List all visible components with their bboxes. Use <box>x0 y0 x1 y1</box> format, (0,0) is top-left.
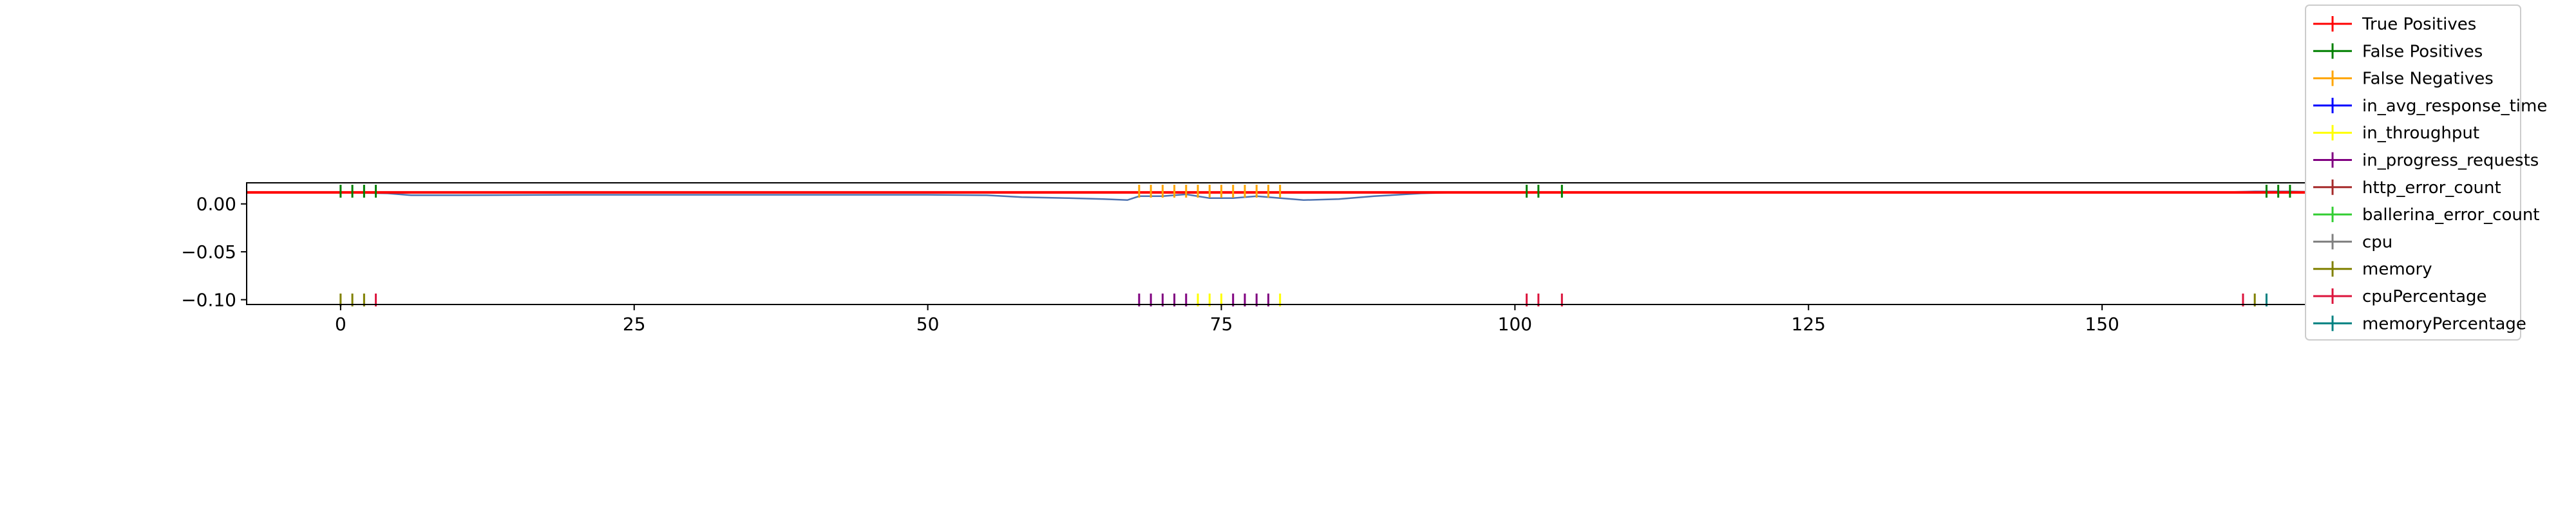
plot-frame <box>246 182 2396 305</box>
legend-label-in-avg-response-time: in_avg_response_time <box>2362 97 2547 116</box>
legend-label-cpupercentage: cpuPercentage <box>2362 287 2487 306</box>
x-tick-label: 150 <box>2085 314 2119 335</box>
legend-label-memory: memory <box>2362 260 2432 279</box>
plot-area <box>247 185 2396 306</box>
y-tick-label: −0.10 <box>181 290 236 311</box>
axes: 0 25 50 75 100 125 150 0.00 −0.05 −0.10 <box>181 182 2396 335</box>
legend: True Positives False Positives False Negat… <box>2305 5 2547 341</box>
legend-label-ballerina-error-count: ballerina_error_count <box>2362 205 2540 225</box>
legend-label-http-error-count: http_error_count <box>2362 178 2501 198</box>
legend-label-in-throughput: in_throughput <box>2362 124 2479 143</box>
legend-frame <box>2305 5 2521 341</box>
x-tick-label: 125 <box>1792 314 1826 335</box>
legend-label-memorypercentage: memoryPercentage <box>2362 314 2526 333</box>
x-tick-label: 75 <box>1210 314 1233 335</box>
y-tick-label: −0.05 <box>181 241 236 263</box>
legend-label-true-positives: True Positives <box>2362 15 2476 34</box>
x-tick-label: 100 <box>1498 314 1532 335</box>
x-tick-label: 50 <box>916 314 940 335</box>
x-tick-label: 25 <box>623 314 646 335</box>
legend-label-cpu: cpu <box>2362 232 2392 252</box>
legend-label-false-negatives: False Negatives <box>2362 70 2494 89</box>
y-tick-label: 0.00 <box>196 194 236 215</box>
legend-label-false-positives: False Positives <box>2362 42 2483 61</box>
legend-label-in-progress-requests: in_progress_requests <box>2362 151 2539 171</box>
x-tick-label: 0 <box>335 314 346 335</box>
